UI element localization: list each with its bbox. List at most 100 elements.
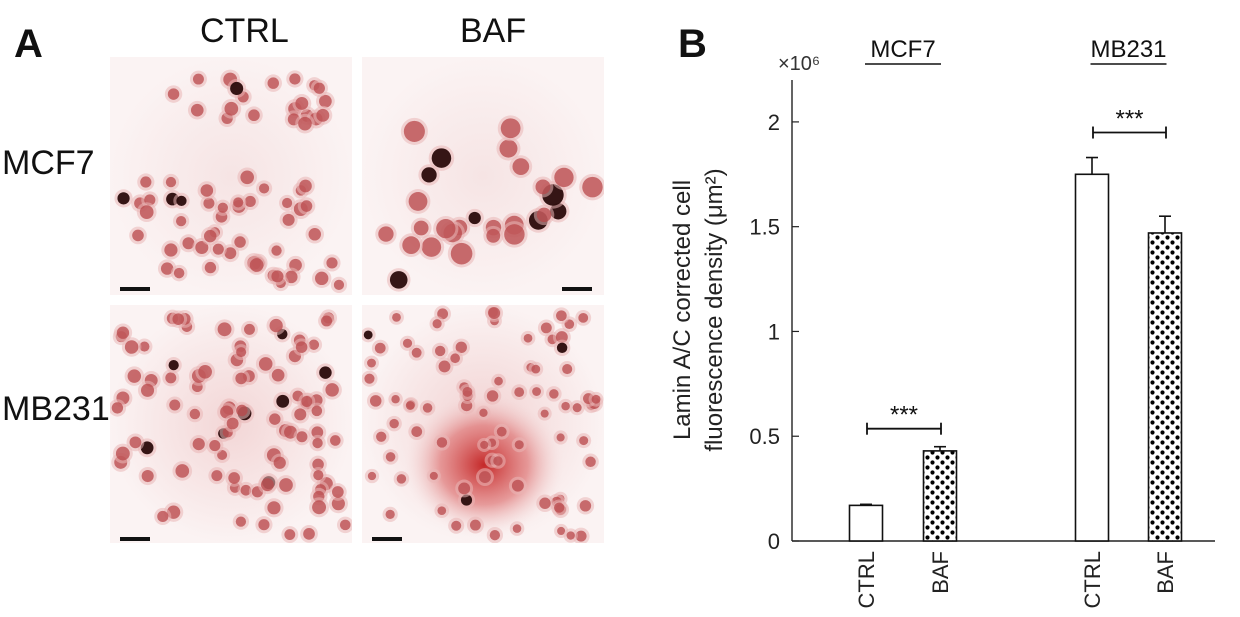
cell-nucleus bbox=[572, 403, 582, 413]
cell-nucleus bbox=[260, 478, 274, 492]
panel-a-letter: A bbox=[14, 22, 43, 66]
cell-nucleus bbox=[374, 342, 386, 354]
significance-label: *** bbox=[1115, 106, 1143, 133]
cell-nucleus bbox=[217, 322, 232, 337]
cell-nucleus bbox=[230, 81, 244, 95]
cell-nucleus bbox=[367, 471, 377, 481]
cell-nucleus bbox=[575, 530, 587, 542]
cell-nucleus bbox=[458, 482, 471, 495]
cell-nucleus bbox=[535, 179, 551, 195]
cell-nucleus bbox=[332, 486, 344, 498]
cell-nucleus bbox=[224, 101, 239, 116]
cell-nucleus bbox=[182, 237, 195, 250]
cell-nucleus bbox=[165, 176, 177, 188]
scale-bar bbox=[120, 537, 150, 541]
cell-nucleus bbox=[319, 366, 332, 379]
cell-nucleus bbox=[385, 509, 395, 519]
cell-nucleus bbox=[566, 531, 575, 540]
cell-nucleus bbox=[282, 213, 295, 226]
cell-nucleus bbox=[299, 179, 312, 193]
cell-nucleus bbox=[450, 353, 460, 364]
cell-nucleus bbox=[295, 96, 309, 110]
cell-nucleus bbox=[160, 262, 174, 275]
cell-nucleus bbox=[200, 184, 214, 197]
cell-nucleus bbox=[115, 446, 130, 461]
y-multiplier-label: ×10⁶ bbox=[778, 53, 820, 75]
cell-nucleus bbox=[273, 456, 286, 469]
cell-nucleus bbox=[116, 326, 130, 339]
cell-nucleus bbox=[240, 484, 252, 496]
cell-nucleus bbox=[325, 383, 339, 397]
cell-nucleus bbox=[211, 470, 223, 482]
cell-nucleus bbox=[391, 395, 400, 404]
cell-nucleus bbox=[437, 308, 449, 320]
cell-nucleus bbox=[413, 220, 429, 236]
cell-nucleus bbox=[203, 229, 217, 243]
cell-nucleus bbox=[169, 399, 181, 411]
cell-nucleus bbox=[536, 207, 552, 223]
cell-nucleus bbox=[192, 438, 205, 451]
cell-nucleus bbox=[224, 247, 237, 260]
bar-mb231-ctrl bbox=[1074, 173, 1110, 542]
cell-nucleus bbox=[429, 471, 438, 480]
cell-nucleus bbox=[129, 436, 142, 449]
cell-nucleus bbox=[271, 270, 284, 283]
bar-mcf7-ctrl bbox=[848, 504, 884, 542]
cell-nucleus bbox=[339, 519, 351, 531]
y-tick-label: 2 bbox=[768, 110, 780, 135]
cell-nucleus bbox=[308, 228, 322, 241]
cell-nucleus bbox=[157, 510, 169, 523]
cell-nucleus bbox=[117, 192, 130, 205]
cell-nucleus bbox=[486, 390, 499, 402]
y-axis-label-line-1: Lamin A/C corrected cell bbox=[669, 180, 696, 440]
cell-nucleus bbox=[258, 519, 270, 531]
cell-nucleus bbox=[512, 524, 522, 533]
cell-nucleus bbox=[316, 108, 330, 122]
cell-nucleus bbox=[236, 404, 248, 417]
cell-nucleus bbox=[234, 236, 246, 248]
cell-nucleus bbox=[500, 118, 521, 139]
bar-mcf7-baf bbox=[922, 450, 958, 542]
micrograph-mb231-ctrl bbox=[110, 305, 352, 543]
cell-nucleus bbox=[411, 426, 423, 438]
cell-nucleus bbox=[554, 502, 565, 513]
cell-nucleus bbox=[512, 158, 530, 175]
cell-nucleus bbox=[480, 440, 489, 449]
cell-nucleus bbox=[469, 519, 481, 531]
cell-nucleus bbox=[408, 192, 428, 211]
cell-nucleus bbox=[127, 369, 142, 383]
cell-nucleus bbox=[235, 516, 247, 527]
cell-nucleus bbox=[392, 312, 401, 322]
cell-nucleus bbox=[312, 500, 327, 515]
cell-nucleus bbox=[326, 257, 338, 269]
x-tick-label: CTRL bbox=[854, 551, 879, 608]
cell-nucleus bbox=[312, 437, 323, 449]
significance-label: *** bbox=[890, 402, 918, 429]
panel-b-letter: B bbox=[678, 22, 707, 66]
cell-nucleus bbox=[189, 408, 201, 420]
cell-nucleus bbox=[172, 313, 185, 325]
column-header-ctrl: CTRL bbox=[200, 12, 289, 50]
cell-nucleus bbox=[192, 73, 204, 85]
cell-nucleus bbox=[556, 433, 565, 442]
cell-nucleus bbox=[556, 342, 568, 354]
cell-nucleus bbox=[244, 323, 255, 335]
cell-nucleus bbox=[296, 431, 308, 443]
cell-nucleus bbox=[269, 413, 281, 425]
cell-nucleus bbox=[267, 77, 279, 89]
cell-nucleus bbox=[389, 271, 408, 289]
cell-nucleus bbox=[436, 219, 456, 239]
cell-nucleus bbox=[226, 417, 239, 430]
cell-nucleus bbox=[493, 456, 503, 466]
cell-nucleus bbox=[139, 205, 154, 219]
cell-nucleus bbox=[532, 387, 541, 396]
cell-nucleus bbox=[235, 372, 247, 385]
cell-nucleus bbox=[437, 506, 447, 516]
cell-nucleus bbox=[496, 426, 507, 437]
cell-nucleus bbox=[217, 202, 228, 213]
cell-nucleus bbox=[167, 88, 180, 100]
cell-nucleus bbox=[139, 341, 150, 352]
cell-nucleus bbox=[298, 116, 312, 131]
micrograph-mb231-baf bbox=[362, 305, 604, 543]
cell-nucleus bbox=[289, 73, 301, 85]
